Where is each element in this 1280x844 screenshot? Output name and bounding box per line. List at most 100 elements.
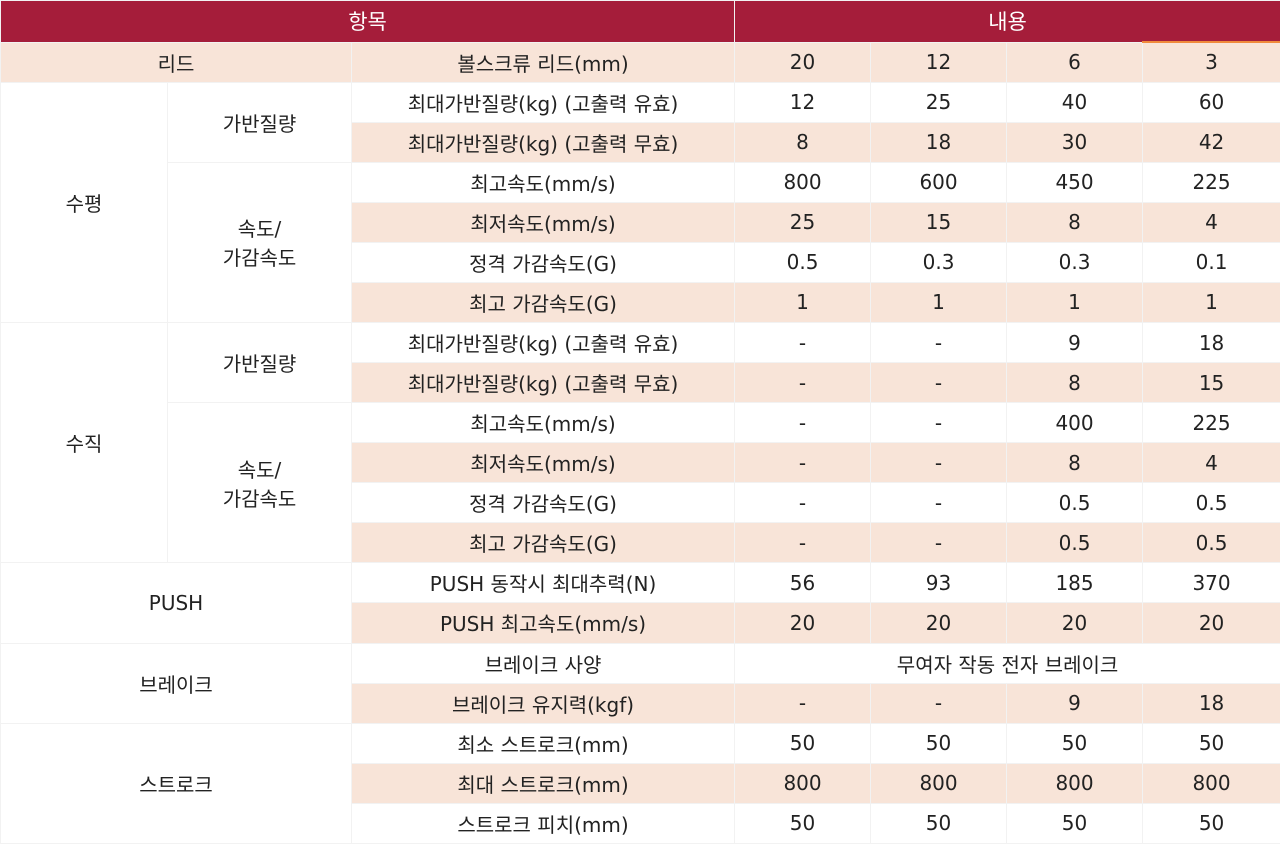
table-row: 최고 가감속도(G) - - 0.5 0.5 xyxy=(0,522,1280,564)
push-label: PUSH xyxy=(0,562,352,644)
param-cell: 최대가반질량(kg) (고출력 무효) xyxy=(350,121,736,163)
value-cell: 20 xyxy=(1006,602,1144,644)
value-cell: 1 xyxy=(1142,281,1280,324)
value-cell: 4 xyxy=(1142,201,1280,243)
horizontal-speed-label: 속도/ 가감속도 xyxy=(167,161,352,324)
param-cell: 볼스크류 리드(mm) xyxy=(350,41,736,83)
param-cell: 최대가반질량(kg) (고출력 무효) xyxy=(350,362,736,404)
value-cell: 40 xyxy=(1006,81,1144,123)
value-cell: - xyxy=(734,682,872,724)
value-cell: - xyxy=(870,321,1008,364)
header-item: 항목 xyxy=(0,0,736,43)
value-cell: 6 xyxy=(1006,41,1144,83)
value-cell: 15 xyxy=(1142,362,1280,404)
value-cell: 370 xyxy=(1142,562,1280,604)
horizontal-label: 수평 xyxy=(0,81,168,324)
value-cell: 9 xyxy=(1006,321,1144,364)
value-cell: 20 xyxy=(870,602,1008,644)
table-row: 수평 가반질량 최대가반질량(kg) (고출력 유효) 12 25 40 60 xyxy=(0,81,1280,324)
value-cell: - xyxy=(734,442,872,484)
value-cell: - xyxy=(870,442,1008,484)
value-cell: 0.1 xyxy=(1142,241,1280,283)
value-cell: - xyxy=(870,682,1008,724)
value-cell: 60 xyxy=(1142,81,1280,123)
value-cell: 50 xyxy=(870,722,1008,764)
param-cell: 최고 가감속도(G) xyxy=(350,281,736,324)
value-cell: 8 xyxy=(1006,201,1144,243)
value-cell: 50 xyxy=(734,722,872,764)
value-cell: 800 xyxy=(734,161,872,203)
brake-label: 브레이크 xyxy=(0,642,352,724)
table-row: 정격 가감속도(G) 0.5 0.3 0.3 0.1 xyxy=(0,241,1280,283)
header-content: 내용 xyxy=(734,0,1280,43)
value-cell: 50 xyxy=(870,802,1008,844)
param-cell: 정격 가감속도(G) xyxy=(350,482,736,524)
param-cell: 최저속도(mm/s) xyxy=(350,442,736,484)
value-cell: 0.3 xyxy=(870,241,1008,283)
value-cell: 20 xyxy=(734,602,872,644)
value-cell: 185 xyxy=(1006,562,1144,604)
param-cell: 브레이크 사양 xyxy=(350,642,736,684)
param-cell: 최소 스트로크(mm) xyxy=(350,722,736,764)
table-row: 수직 가반질량 최대가반질량(kg) (고출력 유효) - - 9 18 xyxy=(0,321,1280,564)
value-cell: 225 xyxy=(1142,402,1280,444)
vertical-payload-label: 가반질량 xyxy=(167,321,352,404)
value-cell: 1 xyxy=(870,281,1008,324)
value-cell: 0.5 xyxy=(1142,482,1280,524)
value-cell: 15 xyxy=(870,201,1008,243)
param-cell: 최고속도(mm/s) xyxy=(350,161,736,203)
table-row: 스트로크 최소 스트로크(mm) 50 50 50 50 xyxy=(0,722,1280,844)
param-cell: PUSH 최고속도(mm/s) xyxy=(350,602,736,644)
table-row: 최대가반질량(kg) (고출력 무효) 8 18 30 42 xyxy=(0,121,1280,163)
value-cell: - xyxy=(870,482,1008,524)
value-cell: 20 xyxy=(1142,602,1280,644)
value-cell: - xyxy=(734,482,872,524)
value-cell: 1 xyxy=(1006,281,1144,324)
value-cell: - xyxy=(870,402,1008,444)
value-cell: 0.5 xyxy=(1142,522,1280,564)
brake-spec-value: 무여자 작동 전자 브레이크 xyxy=(734,642,1280,684)
table-row: 속도/ 가감속도 최고속도(mm/s) - - 400 225 xyxy=(0,402,1280,564)
value-cell: 400 xyxy=(1006,402,1144,444)
value-cell: 18 xyxy=(1142,682,1280,724)
header-row: 항목 내용 xyxy=(0,0,1280,43)
value-cell: 0.5 xyxy=(1006,522,1144,564)
speed-label-line2: 가감속도 xyxy=(222,246,297,271)
table-row: 속도/ 가감속도 최고속도(mm/s) 800 600 450 225 xyxy=(0,161,1280,324)
value-cell: 800 xyxy=(1006,762,1144,804)
value-cell: 18 xyxy=(1142,321,1280,364)
value-cell: 50 xyxy=(1142,722,1280,764)
table-row: 리드 볼스크류 리드(mm) 20 12 6 3 xyxy=(0,41,1280,83)
value-cell: - xyxy=(870,522,1008,564)
param-cell: 최대가반질량(kg) (고출력 유효) xyxy=(350,81,736,123)
value-cell: 8 xyxy=(1006,362,1144,404)
value-cell: 50 xyxy=(734,802,872,844)
value-cell: 18 xyxy=(870,121,1008,163)
speed-label-line2: 가감속도 xyxy=(222,486,297,511)
param-cell: 최대가반질량(kg) (고출력 유효) xyxy=(350,321,736,364)
value-cell: - xyxy=(734,402,872,444)
value-cell: 50 xyxy=(1142,802,1280,844)
value-cell: 8 xyxy=(734,121,872,163)
value-cell: 56 xyxy=(734,562,872,604)
value-cell: - xyxy=(870,362,1008,404)
table-row: PUSH 최고속도(mm/s) 20 20 20 20 xyxy=(0,602,1280,644)
value-cell: 3 xyxy=(1142,41,1280,83)
lead-label: 리드 xyxy=(0,41,352,83)
table-row: 브레이크 브레이크 사양 무여자 작동 전자 브레이크 xyxy=(0,642,1280,724)
table-row: PUSH PUSH 동작시 최대추력(N) 56 93 185 370 xyxy=(0,562,1280,644)
param-cell: 스트로크 피치(mm) xyxy=(350,802,736,844)
value-cell: 800 xyxy=(734,762,872,804)
value-cell: 600 xyxy=(870,161,1008,203)
horizontal-payload-label: 가반질량 xyxy=(167,81,352,163)
value-cell: 0.3 xyxy=(1006,241,1144,283)
value-cell: 4 xyxy=(1142,442,1280,484)
value-cell: 9 xyxy=(1006,682,1144,724)
value-cell: 0.5 xyxy=(1006,482,1144,524)
param-cell: 최저속도(mm/s) xyxy=(350,201,736,243)
value-cell: 20 xyxy=(734,41,872,83)
param-cell: 최고속도(mm/s) xyxy=(350,402,736,444)
value-cell: 450 xyxy=(1006,161,1144,203)
value-cell: 50 xyxy=(1006,722,1144,764)
vertical-label: 수직 xyxy=(0,321,168,564)
